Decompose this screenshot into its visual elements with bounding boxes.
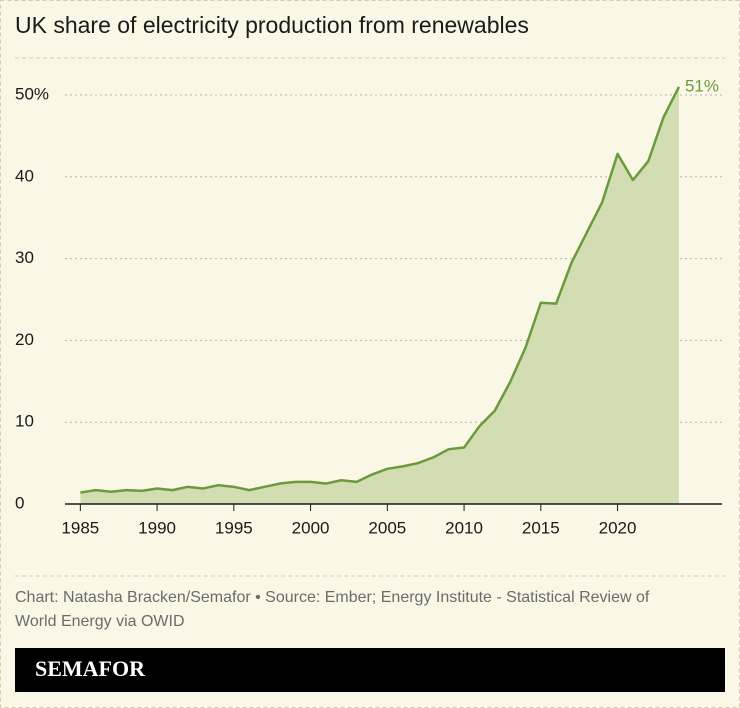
x-tick-label: 2010 bbox=[445, 518, 483, 537]
x-tick-label: 1995 bbox=[215, 518, 253, 537]
y-tick-label: 40 bbox=[15, 166, 34, 185]
x-tick-label: 2005 bbox=[368, 518, 406, 537]
y-tick-label: 10 bbox=[15, 412, 34, 431]
chart-title: UK share of electricity production from … bbox=[15, 12, 529, 38]
data-label: 51% bbox=[685, 76, 719, 95]
line bbox=[80, 86, 681, 494]
y-tick-label: 30 bbox=[15, 248, 34, 267]
x-tick-label: 2020 bbox=[599, 518, 637, 537]
source: World Energy via OWID bbox=[15, 613, 185, 630]
x-tick-label: 1990 bbox=[138, 518, 176, 537]
y-tick-label: 0 bbox=[15, 493, 24, 512]
y-tick-label: 50% bbox=[15, 84, 49, 103]
source: Chart: Natasha Bracken/Semafor • Source:… bbox=[15, 589, 650, 606]
x-tick-label: 1985 bbox=[61, 518, 99, 537]
brand: SEMAFOR bbox=[35, 656, 146, 681]
brand-bar bbox=[15, 648, 725, 692]
x-tick-label: 2000 bbox=[292, 518, 330, 537]
y-tick-label: 20 bbox=[15, 330, 34, 349]
area bbox=[80, 86, 679, 505]
x-tick-label: 2015 bbox=[522, 518, 560, 537]
